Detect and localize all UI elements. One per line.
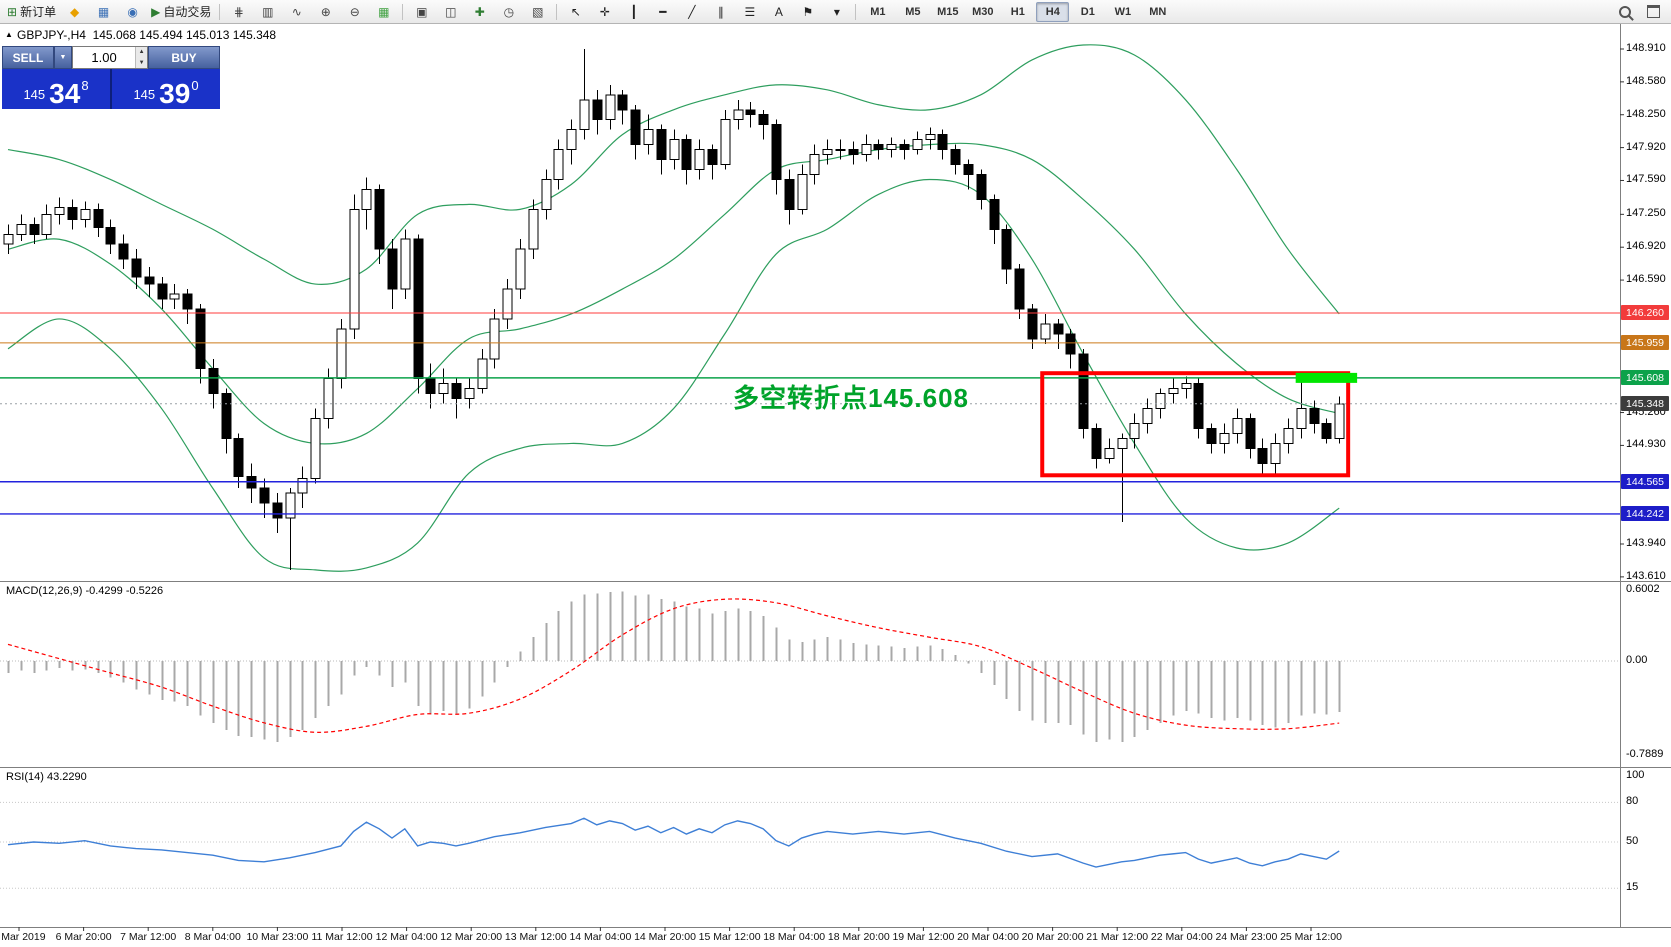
sell-price-figure: 145 bbox=[23, 87, 46, 102]
cursor-icon: ↖ bbox=[570, 4, 581, 19]
sell-price-fraction: 8 bbox=[81, 78, 89, 93]
buy-price[interactable]: 145 39 0 bbox=[112, 69, 220, 109]
fibonacci-icon[interactable]: ☰ bbox=[735, 1, 764, 23]
zoom-out-icon[interactable]: ⊖ bbox=[340, 1, 369, 23]
buy-button[interactable]: BUY bbox=[148, 46, 220, 69]
channel-icon[interactable]: ∥ bbox=[706, 1, 735, 23]
line-chart-mode-icon: ∿ bbox=[291, 4, 302, 19]
candlestick-mode-icon: ▥ bbox=[262, 4, 274, 19]
buy-price-figure: 145 bbox=[133, 87, 156, 102]
sell-button[interactable]: SELL bbox=[2, 46, 54, 69]
autotrading-play-icon: ▶ bbox=[151, 4, 161, 19]
autotrading-button-label: 自动交易 bbox=[163, 5, 212, 19]
periods-icon[interactable]: ◷ bbox=[494, 1, 523, 23]
periods-icon: ◷ bbox=[503, 4, 515, 19]
trendline-icon: ╱ bbox=[688, 4, 696, 19]
cascade-windows-icon: ▣ bbox=[416, 4, 428, 19]
templates-icon[interactable]: ▧ bbox=[523, 1, 552, 23]
community-icon[interactable]: ◉ bbox=[118, 1, 147, 23]
toolbar-left-groups: ⊞ 新订单 ◆ ▦ ◉ ▶ 自动交易 ⋕ ▥ ∿ ⊕ ⊖ ▦ ▣ ◫ ✚ ◷ ▧ ↖ ✛ ┃ ━ ╱ ∥ ☰ A ⚑ ▾ M1 M5 M15… bbox=[3, 0, 1175, 23]
timeframe-m5-button[interactable]: M5 bbox=[905, 5, 921, 18]
toolbar: ⊞ 新订单 ◆ ▦ ◉ ▶ 自动交易 ⋕ ▥ ∿ ⊕ ⊖ ▦ ▣ ◫ ✚ ◷ ▧ ↖ ✛ ┃ ━ ╱ ∥ ☰ A ⚑ ▾ M1 M5 M15… bbox=[0, 0, 1671, 24]
toolbar-separator bbox=[556, 3, 558, 20]
tile-windows-icon: ◫ bbox=[445, 4, 457, 19]
candlestick-mode-icon[interactable]: ▥ bbox=[253, 1, 282, 23]
volume-box: ▲ ▼ bbox=[72, 46, 148, 69]
cursor-icon[interactable]: ↖ bbox=[561, 1, 590, 23]
volume-down-button[interactable]: ▼ bbox=[136, 57, 147, 68]
toolbar-separator bbox=[219, 3, 221, 20]
sell-price-pips: 34 bbox=[49, 78, 81, 110]
crosshair-icon: ✛ bbox=[599, 4, 610, 19]
text-icon: A bbox=[774, 4, 783, 19]
crosshair-icon[interactable]: ✛ bbox=[590, 1, 619, 23]
community-icon: ◉ bbox=[127, 4, 138, 19]
vertical-line-icon[interactable]: ┃ bbox=[619, 1, 648, 23]
metaquotes-icon: ◆ bbox=[69, 4, 80, 19]
horizontal-line-icon: ━ bbox=[659, 4, 667, 19]
timeframe-d1-button[interactable]: D1 bbox=[1080, 5, 1095, 18]
collapse-panel-icon[interactable]: ▲ bbox=[5, 30, 13, 39]
toolbar-separator bbox=[855, 3, 857, 20]
toolbar-right-group bbox=[1610, 1, 1668, 23]
metaquotes-icon[interactable]: ◆ bbox=[60, 1, 89, 23]
magnifier-glyph bbox=[1618, 5, 1631, 18]
bar-chart-mode-icon[interactable]: ⋕ bbox=[224, 1, 253, 23]
templates-icon: ▧ bbox=[532, 4, 544, 19]
timeframe-m1-button[interactable]: M1 bbox=[870, 5, 886, 18]
volume-dropdown-button[interactable]: ▼ bbox=[54, 46, 72, 69]
label-icon[interactable]: ⚑ bbox=[793, 1, 822, 23]
tile-grid-icon: ▦ bbox=[378, 4, 390, 19]
search-icon[interactable] bbox=[1610, 1, 1639, 23]
bar-chart-mode-icon: ⋕ bbox=[233, 4, 244, 19]
timeframe-h4-button[interactable]: H4 bbox=[1036, 1, 1070, 22]
tile-windows-icon[interactable]: ◫ bbox=[436, 1, 465, 23]
line-chart-mode-icon[interactable]: ∿ bbox=[282, 1, 311, 23]
timeframe-m15-button[interactable]: M15 bbox=[937, 5, 959, 18]
timeframe-h1-button[interactable]: H1 bbox=[1010, 5, 1025, 18]
sell-price[interactable]: 145 34 8 bbox=[2, 69, 112, 109]
charts-window-icon: ▦ bbox=[97, 4, 110, 19]
tile-grid-icon[interactable]: ▦ bbox=[369, 1, 398, 23]
volume-spinner: ▲ ▼ bbox=[135, 47, 147, 68]
toolbar-separator bbox=[402, 3, 404, 20]
horizontal-line-icon[interactable]: ━ bbox=[648, 1, 677, 23]
window-glyph bbox=[1647, 5, 1660, 18]
timeframe-m30-button[interactable]: M30 bbox=[972, 5, 994, 18]
vertical-line-icon: ┃ bbox=[630, 4, 638, 19]
channel-icon: ∥ bbox=[717, 4, 724, 19]
zoom-in-icon[interactable]: ⊕ bbox=[311, 1, 340, 23]
window-panel-icon[interactable] bbox=[1639, 1, 1668, 23]
volume-up-button[interactable]: ▲ bbox=[136, 47, 147, 58]
shapes-dropdown-icon: ▾ bbox=[833, 4, 840, 19]
charts-window-icon[interactable]: ▦ bbox=[89, 1, 118, 23]
zoom-out-icon: ⊖ bbox=[349, 4, 360, 19]
trendline-icon[interactable]: ╱ bbox=[677, 1, 706, 23]
new-order-button[interactable]: ⊞ 新订单 bbox=[3, 1, 60, 23]
buy-price-fraction: 0 bbox=[191, 78, 199, 93]
indicators-icon[interactable]: ✚ bbox=[465, 1, 494, 23]
cascade-windows-icon[interactable]: ▣ bbox=[407, 1, 436, 23]
label-icon: ⚑ bbox=[802, 4, 814, 19]
zoom-in-icon: ⊕ bbox=[320, 4, 331, 19]
indicators-icon: ✚ bbox=[474, 4, 485, 19]
timeframe-mn-button[interactable]: MN bbox=[1149, 5, 1167, 18]
volume-input[interactable] bbox=[73, 47, 136, 68]
autotrading-button[interactable]: ▶ 自动交易 bbox=[147, 1, 215, 23]
text-icon[interactable]: A bbox=[764, 1, 793, 23]
fibonacci-icon: ☰ bbox=[744, 4, 756, 19]
new-order-icon: ⊞ bbox=[7, 4, 18, 19]
buy-price-pips: 39 bbox=[159, 78, 191, 110]
timeframe-w1-button[interactable]: W1 bbox=[1114, 5, 1132, 18]
shapes-dropdown-icon[interactable]: ▾ bbox=[822, 1, 851, 23]
new-order-button-label: 新订单 bbox=[20, 5, 57, 19]
